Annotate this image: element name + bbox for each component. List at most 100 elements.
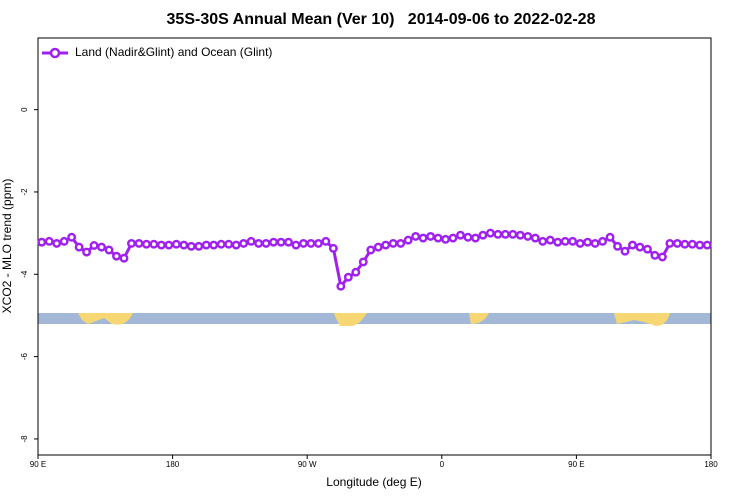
data-point (560, 236, 570, 246)
data-point (493, 229, 503, 239)
data-point (680, 239, 690, 249)
data-point (508, 229, 518, 239)
data-point (500, 229, 510, 239)
data-point (568, 236, 578, 246)
x-tick-label: 90 E (568, 460, 584, 469)
legend: Land (Nadir&Glint) and Ocean (Glint) (42, 45, 272, 59)
data-point (478, 230, 488, 240)
x-tick-label: 180 (704, 460, 718, 469)
data-point (313, 238, 323, 248)
land-ocean-strip (38, 313, 711, 326)
data-point (156, 240, 166, 250)
data-point (134, 238, 144, 248)
data-point (538, 236, 548, 246)
data-point (418, 233, 428, 243)
data-point (403, 235, 413, 245)
data-point (695, 240, 705, 250)
data-point (672, 238, 682, 248)
data-point (702, 240, 712, 250)
data-point (523, 231, 533, 241)
y-tick-label: -2 (20, 188, 29, 196)
data-point (149, 239, 159, 249)
data-point (299, 238, 308, 248)
data-point (59, 236, 69, 246)
data-point (104, 245, 114, 255)
data-point (687, 239, 697, 249)
legend-marker (49, 47, 61, 59)
data-point (216, 239, 226, 249)
data-point (351, 267, 361, 277)
data-point (179, 240, 189, 250)
data-point (411, 231, 421, 241)
y-axis-label: XCO2 - MLO trend (ppm) (0, 179, 14, 314)
y-tick-label: 0 (20, 107, 29, 112)
data-point (127, 238, 136, 248)
data-point (590, 238, 600, 248)
y-tick-label: -8 (20, 435, 29, 443)
data-point (336, 281, 346, 291)
data-point (657, 252, 667, 262)
data-point (194, 241, 204, 251)
data-point (321, 236, 331, 246)
data-point (306, 238, 316, 248)
data-point (598, 236, 608, 246)
data-point (171, 239, 181, 249)
data-point (291, 240, 301, 250)
data-point (74, 242, 84, 252)
data-point (366, 245, 376, 255)
data-point (515, 230, 525, 240)
data-point (373, 242, 383, 252)
data-point (575, 238, 585, 248)
data-point (284, 237, 293, 247)
data-point (97, 242, 107, 252)
data-point (441, 234, 450, 244)
data-point (628, 240, 637, 250)
data-point (620, 246, 630, 256)
data-point (209, 240, 219, 250)
x-tick-label: 90 W (298, 460, 317, 469)
data-point (246, 236, 256, 246)
data-point (583, 237, 593, 247)
data-point (201, 240, 211, 250)
data-point (396, 238, 406, 248)
data-point (485, 228, 495, 238)
data-point (89, 241, 99, 250)
data-point (388, 238, 398, 248)
x-tick-label: 180 (166, 460, 180, 469)
data-point (635, 242, 645, 252)
y-tick-label: -4 (20, 270, 29, 278)
data-point (665, 238, 675, 248)
data-point (112, 251, 121, 261)
data-point (613, 241, 622, 251)
data-point (463, 232, 473, 242)
data-point (530, 233, 540, 243)
data-point (276, 237, 286, 247)
data-point (186, 241, 196, 251)
data-point (119, 253, 129, 263)
data-point (141, 239, 151, 249)
data-point (261, 238, 271, 248)
data-point (224, 239, 234, 249)
data-point (605, 232, 615, 242)
data-point (269, 237, 278, 247)
data-point (239, 238, 249, 248)
data-point (433, 233, 443, 243)
x-tick-label: 90 E (30, 460, 46, 469)
data-point (82, 247, 92, 257)
data-point (164, 240, 174, 250)
x-tick-label: 0 (440, 460, 445, 469)
data-point (553, 237, 563, 247)
y-tick-label: -6 (20, 353, 29, 361)
data-point (358, 257, 368, 267)
legend-label: Land (Nadir&Glint) and Ocean (Glint) (75, 45, 272, 59)
data-point (37, 237, 47, 247)
data-point (381, 240, 391, 250)
data-point (650, 250, 660, 260)
data-point (545, 235, 555, 245)
data-point (456, 230, 465, 240)
x-axis-label: Longitude (deg E) (326, 475, 421, 489)
data-point (426, 231, 436, 241)
data-point (343, 272, 353, 282)
data-point (254, 238, 264, 248)
